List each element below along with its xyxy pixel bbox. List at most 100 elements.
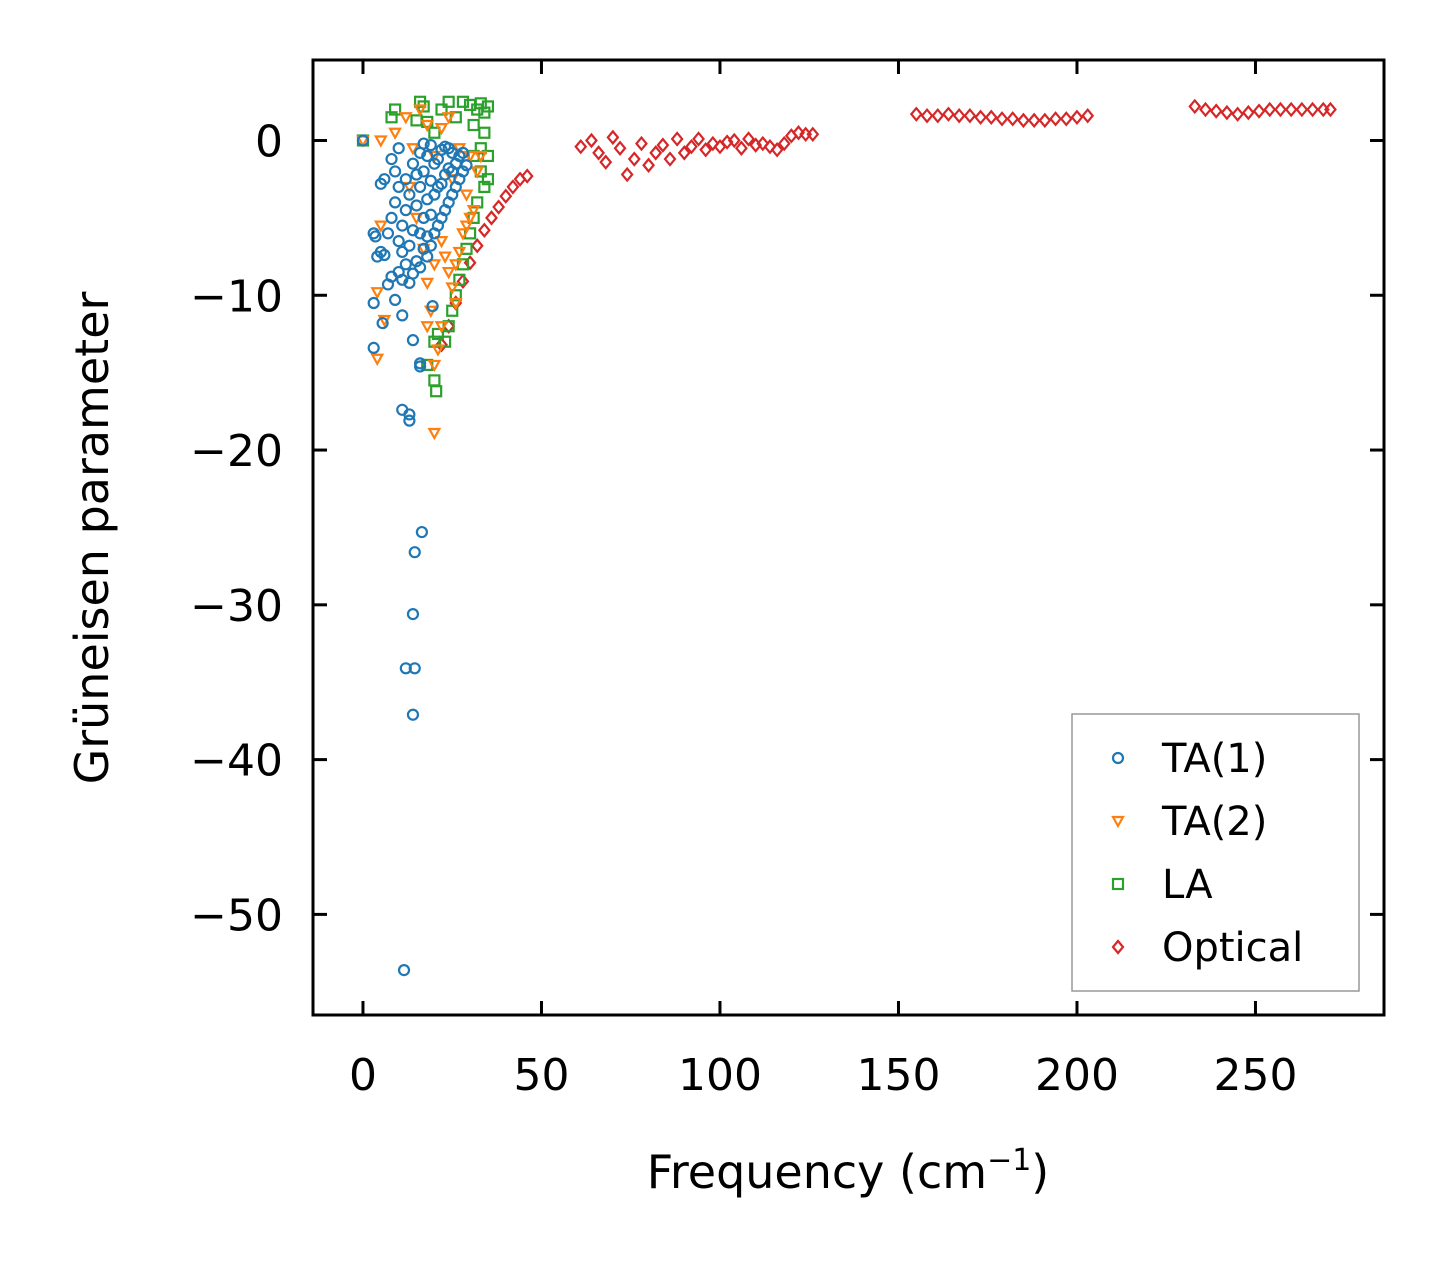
data-point	[1016, 112, 1030, 129]
data-point	[635, 135, 648, 152]
data-point	[417, 211, 430, 224]
data-point	[909, 106, 923, 122]
data-point	[406, 334, 420, 347]
data-point	[466, 205, 481, 218]
data-point	[1284, 101, 1298, 118]
legend-entry: Optical	[1111, 925, 1303, 971]
data-point	[1027, 112, 1041, 129]
x-tick-label: 0	[349, 1050, 377, 1101]
data-point	[399, 173, 412, 186]
data-point	[984, 109, 998, 125]
data-point	[417, 165, 430, 178]
data-point	[656, 137, 670, 153]
data-point	[1081, 108, 1095, 124]
data-point	[376, 317, 389, 330]
data-point	[952, 108, 966, 124]
data-point	[392, 142, 405, 155]
data-point	[460, 159, 473, 172]
y-tick-label: −10	[190, 271, 283, 322]
data-point	[435, 337, 448, 353]
data-point	[406, 224, 420, 237]
data-point	[442, 95, 455, 108]
data-point	[1070, 109, 1084, 125]
data-point	[1188, 98, 1202, 115]
legend-marker	[1111, 751, 1125, 765]
data-point	[1263, 101, 1277, 118]
data-point	[474, 142, 487, 155]
data-point	[763, 138, 777, 155]
data-point	[478, 126, 491, 139]
data-point	[1006, 111, 1020, 127]
x-axis-label-end: )	[1031, 1145, 1049, 1199]
data-point	[441, 112, 456, 125]
data-point	[413, 104, 427, 117]
data-point	[931, 108, 945, 124]
data-point	[734, 140, 748, 156]
data-point	[427, 427, 442, 441]
data-point	[520, 168, 534, 184]
data-point	[399, 258, 412, 271]
data-point	[492, 199, 506, 215]
data-point	[389, 103, 402, 116]
data-point	[606, 129, 620, 146]
data-point	[434, 321, 449, 334]
data-point	[367, 296, 380, 310]
data-point	[456, 146, 470, 159]
data-point	[435, 143, 448, 156]
data-point	[414, 261, 427, 274]
data-point	[473, 150, 488, 164]
y-tick-label: −30	[190, 581, 283, 632]
data-point	[727, 132, 741, 149]
data-point	[448, 259, 463, 272]
data-point	[663, 151, 677, 167]
data-point	[1306, 101, 1320, 118]
data-point	[421, 149, 434, 163]
series-ta-2	[356, 104, 488, 441]
x-tick-label: 50	[513, 1050, 569, 1101]
data-point	[448, 297, 463, 311]
data-point	[692, 131, 705, 147]
data-point	[356, 134, 370, 147]
data-point	[574, 138, 588, 155]
data-point	[385, 111, 398, 124]
data-point	[424, 239, 437, 252]
plot-frame	[311, 58, 1386, 1017]
data-point	[1049, 111, 1062, 127]
data-point	[456, 165, 470, 178]
data-point	[449, 289, 462, 302]
data-point	[389, 165, 402, 178]
data-point	[670, 131, 684, 147]
data-point	[406, 708, 420, 721]
legend-label: TA(1)	[1161, 736, 1267, 782]
data-point	[627, 151, 641, 167]
data-point	[1231, 106, 1245, 122]
data-point	[699, 142, 713, 158]
data-point	[478, 180, 491, 194]
data-point	[463, 255, 477, 271]
x-axis-label: Frequency (cm−1)	[647, 1143, 1050, 1199]
data-point	[392, 234, 405, 248]
legend-label: Optical	[1162, 925, 1303, 971]
series-ta-1	[356, 134, 473, 977]
data-point	[406, 143, 420, 156]
data-point	[453, 149, 466, 163]
data-point	[430, 385, 443, 398]
data-point	[1241, 104, 1255, 121]
data-point	[459, 220, 474, 233]
y-tick-label: −20	[190, 426, 283, 477]
data-point	[1209, 103, 1223, 119]
data-point	[995, 111, 1009, 127]
data-point	[392, 180, 405, 194]
data-point	[456, 228, 470, 241]
data-point	[408, 662, 421, 675]
data-point	[434, 123, 449, 136]
legend-label: LA	[1162, 862, 1213, 908]
data-point	[431, 327, 445, 341]
data-point	[445, 282, 460, 295]
data-point	[620, 166, 634, 183]
data-point	[742, 131, 755, 147]
data-point	[381, 227, 395, 240]
data-point	[467, 118, 480, 132]
data-point	[456, 95, 470, 108]
